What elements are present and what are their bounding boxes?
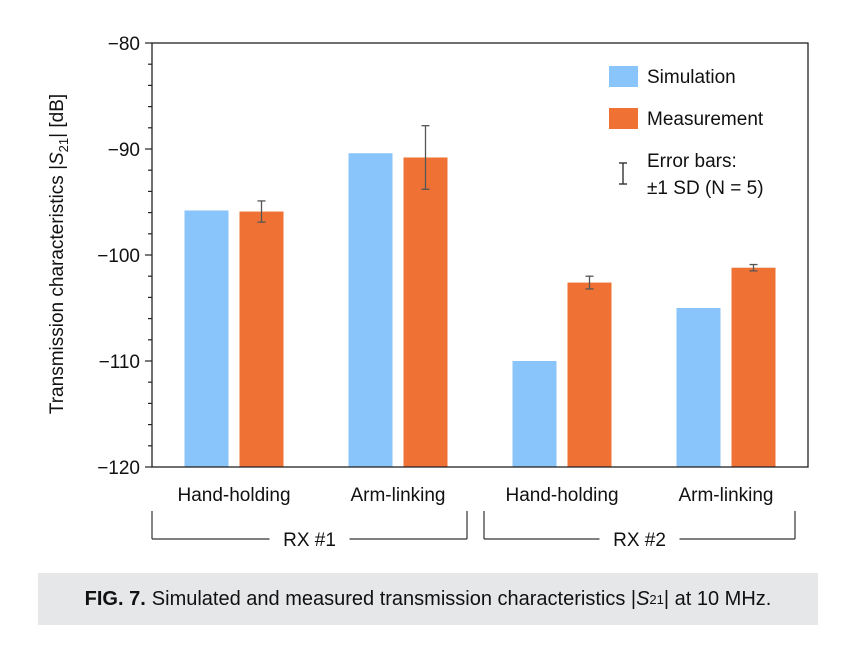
error-bars: [257, 125, 758, 290]
figure-caption: FIG. 7. Simulated and measured transmissi…: [38, 573, 818, 625]
measurement-bar-3: [567, 282, 612, 467]
group-2-label: RX #2: [613, 530, 666, 551]
y-axis-label-symbol: S: [47, 152, 68, 165]
measurement-bar-2: [403, 157, 448, 468]
y-axis-label-subscript: 21: [56, 138, 71, 152]
y-axis-label-prefix: Transmission characteristics |: [47, 165, 68, 414]
simulation-bar-4: [676, 308, 721, 467]
x-category-label-2: Arm-linking: [350, 485, 445, 506]
y-tick-label: −90: [108, 140, 140, 161]
measurement-bar-1: [239, 211, 284, 467]
simulation-bar-1: [184, 210, 229, 468]
x-axis-category-labels: Hand-holding Arm-linking Hand-holding Arm-l…: [177, 485, 773, 506]
plot-area-frame: [151, 42, 809, 468]
caption-text-before: Simulated and measured transmission char…: [151, 587, 637, 610]
legend-label-simulation: Simulation: [647, 67, 736, 88]
x-category-label-1: Hand-holding: [177, 485, 290, 506]
caption-subscript: 21: [649, 591, 664, 607]
y-axis-label-suffix: | [dB]: [47, 94, 68, 138]
y-tick-label: −100: [97, 246, 140, 267]
legend-error-label-line2: ±1 SD (N = 5): [647, 178, 764, 199]
legend-swatch-measurement: [609, 108, 638, 129]
x-category-label-3: Hand-holding: [505, 485, 618, 506]
group-brackets: RX #1 RX #2: [151, 511, 796, 551]
y-tick-label: −110: [99, 352, 140, 373]
y-axis-ticks: −80 −90 −100 −110 −120: [97, 34, 152, 479]
x-category-label-4: Arm-linking: [678, 485, 773, 506]
legend: Simulation Measurement Error bars: ±1 SD (N…: [609, 66, 764, 199]
caption-label: FIG. 7.: [84, 587, 146, 610]
legend-swatch-simulation: [609, 66, 638, 87]
caption-symbol: S: [636, 587, 650, 610]
legend-label-measurement: Measurement: [647, 109, 764, 130]
simulation-bar-2: [348, 153, 393, 468]
y-tick-label: −120: [97, 458, 140, 479]
y-axis-label: Transmission characteristics |S21| [dB]: [47, 94, 71, 414]
bars: [184, 153, 776, 468]
y-tick-label: −80: [108, 34, 140, 55]
legend-error-label-line1: Error bars:: [647, 151, 737, 172]
caption-text-after: | at 10 MHz.: [663, 587, 772, 610]
bar-chart: −80 −90 −100 −110 −120 Hand-holding Arm-linki…: [47, 34, 809, 551]
simulation-bar-3: [512, 361, 557, 467]
group-1-label: RX #1: [283, 530, 336, 551]
measurement-bar-4: [731, 267, 776, 467]
